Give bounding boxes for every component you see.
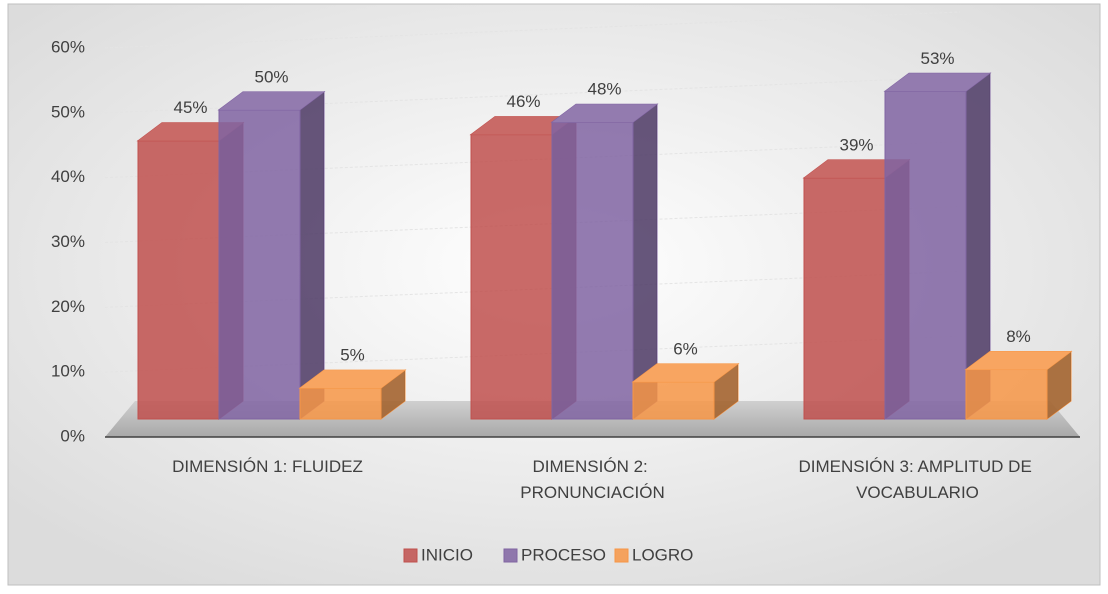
- bar-top-light: [138, 122, 243, 141]
- bar-front: [965, 369, 1048, 420]
- legend-swatch: [403, 548, 418, 563]
- bar-top-light: [300, 370, 405, 389]
- bar: [217, 90, 326, 420]
- bar-top-light: [633, 363, 738, 382]
- x-tick-label: DIMENSIÓN 3: AMPLITUD DE VOCABULARIO: [798, 457, 1036, 502]
- bar-top-light: [552, 104, 657, 123]
- data-label: 6%: [673, 339, 698, 358]
- legend-swatch: [503, 548, 518, 563]
- bar-front: [803, 177, 886, 420]
- bar-top: [964, 351, 1073, 371]
- bar-top: [883, 72, 992, 92]
- bar-top: [217, 91, 326, 111]
- x-tick-label: DIMENSIÓN 2: PRONUNCIACIÓN: [520, 457, 665, 502]
- bar: [883, 72, 992, 420]
- bar-top-light: [885, 73, 990, 92]
- bar-front: [884, 90, 967, 420]
- bar-top: [298, 369, 407, 389]
- data-label: 39%: [839, 135, 873, 154]
- bar-top-light: [471, 116, 576, 135]
- data-label: 8%: [1006, 327, 1031, 346]
- x-tick-label: DIMENSIÓN 1: FLUIDEZ: [172, 457, 363, 476]
- bar-side-shade: [1047, 351, 1071, 419]
- bar-top-light: [219, 91, 324, 110]
- legend-label: PROCESO: [521, 545, 606, 564]
- bar-side-shade: [633, 104, 657, 419]
- data-label: 46%: [506, 92, 540, 111]
- bar-front: [470, 134, 553, 420]
- bar-side-shade: [381, 370, 405, 419]
- grid-line: [104, 11, 961, 49]
- bar-top-light: [966, 351, 1071, 370]
- data-label: 45%: [173, 98, 207, 117]
- legend-label: LOGRO: [632, 545, 693, 564]
- y-tick-label: 20%: [51, 297, 85, 316]
- data-label: 5%: [340, 346, 365, 365]
- bar-front: [299, 387, 382, 420]
- data-label: 53%: [920, 49, 954, 68]
- bar-front: [218, 109, 301, 420]
- y-tick-label: 40%: [51, 167, 85, 186]
- bar: [298, 369, 407, 420]
- bar: [964, 350, 1073, 420]
- y-tick-label: 50%: [51, 102, 85, 121]
- data-label: 48%: [587, 80, 621, 99]
- bar-front: [632, 381, 715, 420]
- bar-top: [550, 103, 659, 123]
- data-label: 50%: [254, 67, 288, 86]
- bar: [631, 362, 740, 420]
- bar-top: [631, 363, 740, 383]
- y-tick-label: 30%: [51, 232, 85, 251]
- y-tick-label: 10%: [51, 362, 85, 381]
- y-tick-label: 0%: [60, 426, 85, 445]
- bar: [550, 103, 659, 420]
- legend-label: INICIO: [421, 545, 473, 564]
- bar-front: [551, 121, 634, 420]
- legend-swatch: [614, 548, 629, 563]
- bar-side-shade: [966, 73, 990, 420]
- bar-front: [137, 140, 220, 420]
- bar-side-shade: [300, 91, 324, 419]
- y-tick-label: 60%: [51, 37, 85, 56]
- bar-top-light: [804, 159, 909, 178]
